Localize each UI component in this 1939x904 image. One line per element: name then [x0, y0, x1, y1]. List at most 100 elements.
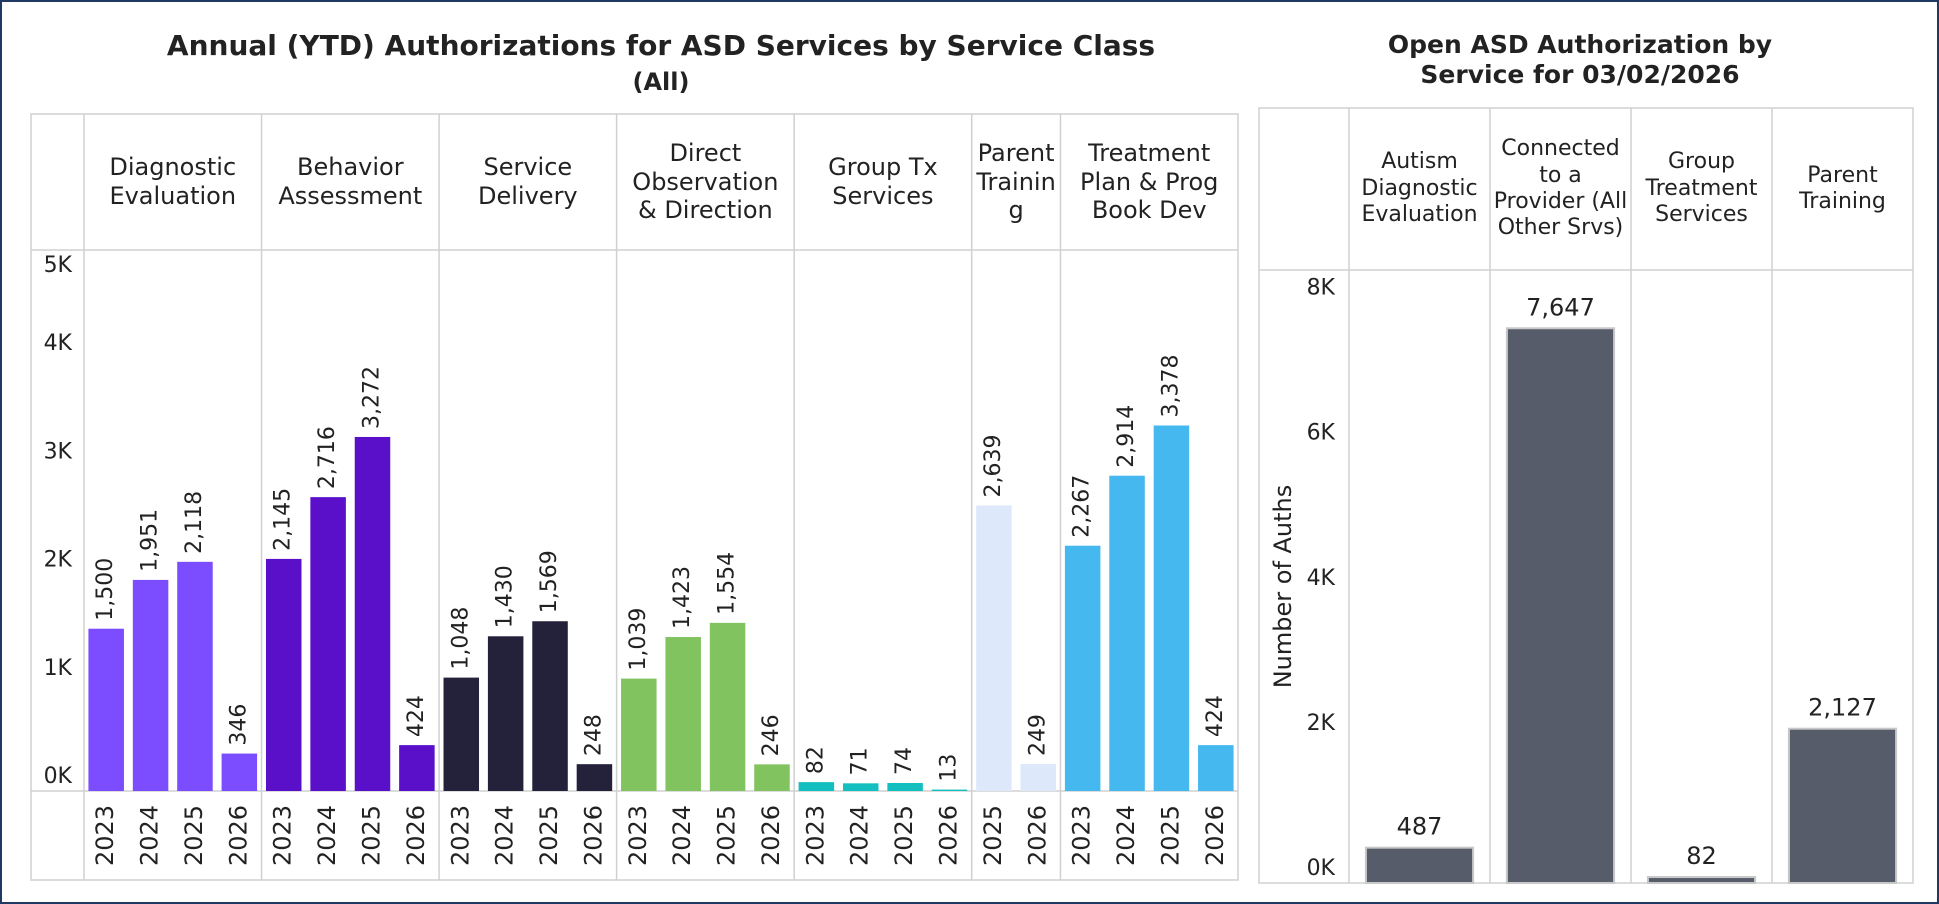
- bar: [976, 505, 1012, 791]
- x-tick-label: 2024: [846, 805, 874, 866]
- y-tick-label: 1K: [44, 656, 73, 681]
- y-tick-label: 4K: [1307, 566, 1336, 591]
- x-tick-label: 2024: [491, 805, 519, 866]
- x-tick-label: 2025: [890, 805, 918, 866]
- x-tick-label: 2024: [668, 805, 696, 866]
- group-header: Direct Observation & Direction: [632, 138, 779, 225]
- y-tick-label: 5K: [44, 253, 73, 278]
- value-label: 424: [404, 695, 429, 737]
- bar: [1364, 846, 1475, 885]
- value-label: 2,716: [315, 426, 340, 489]
- group-header: Diagnostic Evaluation: [109, 153, 237, 210]
- bar: [931, 789, 968, 791]
- value-label: 1,039: [626, 608, 651, 671]
- x-tick-label: 2023: [269, 805, 297, 866]
- bar: [842, 783, 879, 791]
- x-tick-label: 2025: [713, 805, 741, 866]
- x-tick-label: 2026: [1023, 805, 1051, 866]
- value-label: 1,554: [715, 552, 740, 615]
- x-tick-label: 2026: [1201, 805, 1229, 866]
- value-label: 2,145: [271, 488, 296, 551]
- y-axis-label: Number of Auths: [1269, 485, 1297, 689]
- chart-subtitle: (All): [633, 68, 690, 96]
- x-tick-label: 2023: [446, 805, 474, 866]
- bar: [399, 745, 435, 791]
- bar: [310, 497, 346, 791]
- group-header: Service Delivery: [478, 153, 578, 210]
- x-tick-label: 2024: [1112, 805, 1140, 866]
- bar: [88, 628, 124, 791]
- value-label: 74: [892, 747, 917, 775]
- x-tick-label: 2026: [402, 805, 430, 866]
- value-label: 248: [581, 714, 606, 756]
- bar: [665, 637, 701, 791]
- value-label: 1,430: [493, 565, 518, 628]
- bar: [221, 753, 258, 791]
- chart-title-box: Open ASD Authorization by Service for 03…: [1387, 30, 1773, 89]
- x-tick-label: 2023: [801, 805, 829, 866]
- x-tick-label: 2025: [535, 805, 563, 866]
- x-tick-label: 2023: [91, 805, 119, 866]
- bar: [487, 636, 524, 791]
- group-header-box: Behavior Assessment: [278, 153, 422, 210]
- value-label: 424: [1203, 695, 1228, 737]
- value-label: 1,951: [138, 509, 163, 572]
- bar: [532, 621, 568, 791]
- y-tick-label: 0K: [44, 764, 73, 789]
- value-label: 1,048: [448, 607, 473, 670]
- bar: [1109, 475, 1145, 791]
- column-header-box: Autism Diagnostic Evaluation: [1361, 149, 1477, 227]
- bar: [887, 782, 923, 791]
- value-label: 13: [937, 754, 962, 782]
- column-header-box: Connected to a Provider (All Other Srvs): [1493, 136, 1628, 241]
- value-label: 246: [759, 714, 784, 756]
- value-label: 3,378: [1158, 355, 1183, 418]
- y-tick-label: 3K: [44, 439, 73, 464]
- x-tick-label: 2023: [624, 805, 652, 866]
- bar: [1505, 327, 1616, 885]
- bar: [798, 782, 835, 791]
- group-header-box: Group Tx Services: [828, 153, 938, 210]
- bar: [443, 677, 480, 791]
- bar: [1646, 876, 1757, 884]
- value-label: 82: [1686, 842, 1717, 870]
- table-border: [30, 113, 1239, 881]
- chart-title: Annual (YTD) Authorizations for ASD Serv…: [167, 29, 1155, 62]
- column-header: Connected to a Provider (All Other Srvs): [1493, 136, 1628, 241]
- x-tick-label: 2026: [579, 805, 607, 866]
- bar: [621, 678, 657, 791]
- value-label: 2,118: [182, 491, 207, 554]
- chart-title: Open ASD Authorization by Service for 03…: [1387, 30, 1773, 89]
- x-tick-label: 2026: [224, 805, 252, 866]
- column-header-box: Parent Training: [1799, 162, 1886, 214]
- group-header-box: Service Delivery: [478, 153, 578, 210]
- value-label: 2,127: [1808, 694, 1877, 722]
- y-tick-label: 8K: [1307, 276, 1336, 301]
- value-label: 487: [1397, 813, 1443, 841]
- value-label: 2,639: [981, 434, 1006, 497]
- bar: [754, 764, 790, 791]
- value-label: 2,914: [1114, 405, 1139, 468]
- value-label: 1,500: [93, 558, 118, 621]
- group-header: Treatment Plan & Prog Book Dev: [1080, 138, 1219, 225]
- x-tick-label: 2025: [180, 805, 208, 866]
- value-label: 346: [226, 704, 251, 746]
- value-label: 82: [803, 746, 828, 774]
- bar: [1064, 545, 1101, 791]
- column-header: Parent Training: [1799, 162, 1886, 214]
- value-label: 1,569: [537, 550, 562, 613]
- group-header-box: Diagnostic Evaluation: [109, 153, 237, 210]
- group-header: Parent Training: [976, 138, 1056, 225]
- bar: [265, 558, 302, 791]
- y-tick-label: 6K: [1307, 421, 1336, 446]
- value-label: 71: [848, 747, 873, 775]
- x-tick-label: 2024: [136, 805, 164, 866]
- x-tick-label: 2026: [757, 805, 785, 866]
- x-tick-label: 2024: [313, 805, 341, 866]
- bar: [576, 764, 613, 791]
- group-header-box: Treatment Plan & Prog Book Dev: [1080, 138, 1219, 225]
- bar: [177, 561, 213, 791]
- bar: [709, 622, 746, 791]
- bar: [132, 579, 169, 791]
